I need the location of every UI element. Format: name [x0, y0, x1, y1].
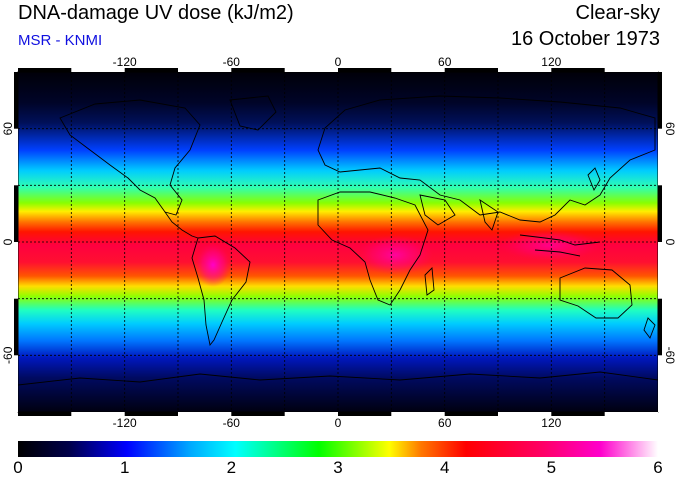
colorbar-tick: 5: [546, 458, 557, 477]
greenland-coast: [229, 95, 277, 131]
europe-asia-coast: [317, 95, 656, 223]
lon-ticks-top: -120 -60 0 60 120: [113, 55, 562, 69]
graticule: [18, 72, 658, 412]
hotspot-maritime: [500, 229, 600, 261]
colorbar: [18, 441, 658, 457]
lat-ticks-right: 60 0 -60: [663, 122, 677, 364]
new-zealand-coast: [643, 317, 656, 339]
lat-tick-left: 0: [1, 238, 15, 245]
lon-tick-top: 0: [335, 55, 342, 69]
central-america-coast: [164, 211, 199, 239]
frame-border: [14, 68, 662, 416]
lon-tick-bottom: 120: [541, 416, 561, 430]
colorbar-tick: 4: [439, 458, 450, 477]
lon-tick-top: -60: [223, 55, 241, 69]
indonesia-coast: [519, 234, 601, 257]
lat-tick-right: 0: [663, 239, 677, 246]
colorbar-tick: 0: [13, 458, 23, 477]
africa-coast: [317, 191, 429, 306]
north-america-coast: [59, 99, 201, 216]
antarctica-coast: [18, 371, 658, 386]
map-title: DNA-damage UV dose (kJ/m2): [18, 2, 294, 24]
sky-condition: Clear-sky: [575, 2, 660, 24]
colorbar-tick: 3: [333, 458, 343, 477]
hotspot-andes: [195, 243, 231, 287]
colorbar-tick: 2: [226, 458, 237, 477]
lat-ticks-left: 60 0 -60: [1, 122, 15, 364]
lon-tick-top: 120: [541, 55, 561, 69]
india-coast: [479, 199, 499, 231]
lon-tick-bottom: -120: [113, 416, 137, 430]
map-date: 16 October 1973: [511, 28, 660, 50]
coastlines: [18, 95, 658, 386]
lon-tick-top: -120: [113, 55, 137, 69]
source-label: MSR - KNMI: [18, 32, 103, 49]
colorbar-tick: 6: [653, 458, 663, 477]
arabia-coast: [419, 194, 456, 226]
lon-tick-bottom: 0: [335, 416, 342, 430]
lat-tick-left: 60: [1, 122, 15, 136]
lon-ticks-bottom: -120 -60 0 60 120: [113, 416, 562, 430]
hotspot-africa: [357, 235, 433, 275]
lat-tick-left: -60: [1, 346, 15, 364]
madagascar-coast: [424, 267, 435, 296]
lon-tick-top: 60: [438, 55, 452, 69]
lat-tick-right: -60: [663, 347, 677, 365]
lat-tick-right: 60: [663, 122, 677, 136]
australia-coast: [559, 267, 633, 319]
lon-tick-bottom: -60: [223, 416, 241, 430]
lon-tick-bottom: 60: [438, 416, 452, 430]
south-america-coast: [191, 235, 251, 347]
colorbar-tick: 1: [119, 458, 130, 477]
